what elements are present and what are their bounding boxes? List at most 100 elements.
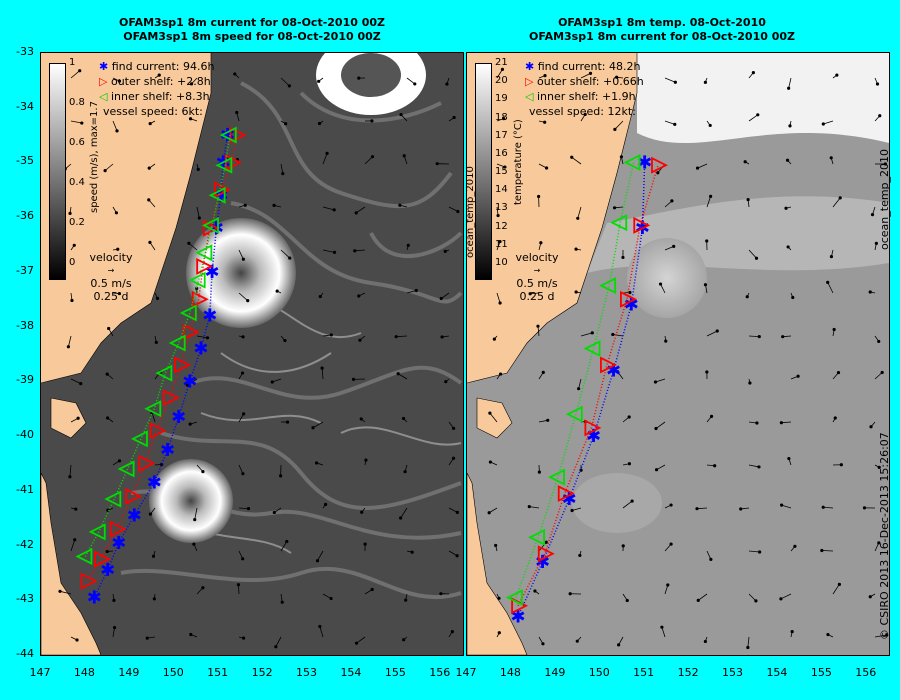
colorbar-tick-label: 0.6 bbox=[69, 137, 85, 148]
inner-shelf-marker bbox=[117, 460, 135, 478]
current-vector bbox=[781, 504, 792, 509]
vector-head bbox=[708, 123, 712, 128]
vector-head bbox=[705, 239, 709, 243]
temperature-colorbar-label: temperature (°C) bbox=[513, 119, 524, 205]
current-vector bbox=[317, 550, 324, 561]
vector-head bbox=[451, 426, 456, 430]
current-vector bbox=[748, 550, 760, 553]
current-vector bbox=[312, 421, 324, 429]
legend-outer-shelf: outer shelf: +2.8h bbox=[110, 75, 211, 88]
vector-head bbox=[498, 301, 502, 305]
lat-tick-label: -40 bbox=[16, 428, 34, 442]
inner-shelf-marker bbox=[599, 277, 617, 295]
vector-head bbox=[396, 372, 400, 376]
vector-head bbox=[820, 548, 824, 553]
temperature-colorbar bbox=[475, 63, 492, 280]
current-vector bbox=[70, 120, 82, 124]
vector-head bbox=[838, 196, 842, 200]
legend-inner-shelf: inner shelf: +8.3h bbox=[110, 90, 210, 103]
vector-head bbox=[281, 171, 285, 176]
current-vector bbox=[406, 290, 417, 294]
vector-head bbox=[444, 380, 448, 384]
current-vector bbox=[697, 163, 708, 169]
vector-head bbox=[68, 211, 72, 215]
current-vector bbox=[356, 636, 366, 644]
current-vector bbox=[406, 77, 416, 85]
vector-head bbox=[793, 544, 797, 548]
current-vector bbox=[823, 120, 834, 125]
current-vector bbox=[151, 412, 156, 423]
vector-head bbox=[883, 162, 887, 166]
inner-shelf-marker bbox=[195, 244, 213, 262]
colorbar-tick-label: 0.4 bbox=[69, 177, 85, 188]
vector-head bbox=[575, 639, 579, 643]
outer-shelf-marker bbox=[162, 389, 180, 407]
current-vector bbox=[196, 206, 200, 219]
vector-head bbox=[287, 84, 291, 88]
current-vector bbox=[321, 368, 324, 380]
vector-head bbox=[878, 114, 882, 118]
inner-shelf-marker bbox=[208, 186, 226, 204]
vector-head bbox=[627, 415, 631, 419]
inner-shelf-marker bbox=[75, 548, 93, 565]
current-vector bbox=[496, 292, 501, 304]
vector-head bbox=[359, 417, 363, 421]
vector-head bbox=[329, 596, 333, 601]
speed-map-panel: ✱ ✱ ✱ ✱ ✱ ✱ ✱ ✱ ✱ ✱ ✱ ✱ ✱ ✱ ✱ 1 0.8 0.6 0.4 0.2 0 speed (m/… bbox=[40, 52, 464, 656]
inner-shelf-marker bbox=[104, 490, 122, 508]
lon-tick-label: 155 bbox=[384, 666, 406, 679]
vector-head bbox=[695, 166, 700, 170]
current-vector bbox=[874, 372, 883, 380]
vector-head bbox=[192, 542, 196, 546]
legend-outer-shelf: outer shelf: +0.66h bbox=[536, 75, 644, 88]
current-vector bbox=[661, 627, 666, 638]
vector-head bbox=[868, 290, 872, 294]
current-vector bbox=[70, 539, 76, 552]
vector-head bbox=[837, 582, 842, 586]
vector-head bbox=[754, 256, 759, 260]
vector-head bbox=[546, 418, 550, 422]
left-legend: ✱ find current: 94.6h ▷ outer shelf: +2.… bbox=[99, 60, 215, 118]
vector-head bbox=[715, 329, 719, 333]
vector-head bbox=[145, 636, 149, 640]
vector-head bbox=[283, 338, 287, 343]
vector-head bbox=[537, 470, 541, 474]
vector-head bbox=[439, 592, 443, 596]
vector-head bbox=[785, 158, 790, 162]
vector-head bbox=[615, 370, 620, 374]
vector-head bbox=[833, 416, 837, 420]
current-vector bbox=[580, 73, 591, 79]
vector-head bbox=[500, 67, 505, 71]
vector-head bbox=[74, 507, 78, 511]
lon-tick-label: 149 bbox=[118, 666, 140, 679]
find-current-marker: ✱ bbox=[535, 552, 550, 573]
colorbar-tick-label: 13 bbox=[495, 202, 508, 214]
inner-route-line bbox=[84, 134, 231, 557]
vector-head bbox=[318, 624, 322, 629]
vector-head bbox=[66, 345, 71, 349]
inner-shelf-marker bbox=[623, 153, 641, 171]
lon-tick-label: 156 bbox=[855, 666, 877, 679]
vector-head bbox=[654, 468, 659, 472]
current-vector bbox=[580, 332, 593, 337]
current-vector bbox=[238, 292, 248, 301]
vector-head bbox=[497, 631, 501, 635]
vector-head bbox=[615, 75, 619, 79]
lat-tick-label: -44 bbox=[16, 647, 34, 660]
vector-head bbox=[189, 82, 194, 86]
vector-head bbox=[611, 332, 615, 337]
find-current-marker: ✱ bbox=[160, 440, 175, 461]
find-current-marker: ✱ bbox=[171, 407, 186, 428]
vector-head bbox=[394, 335, 398, 339]
vector-head bbox=[154, 340, 158, 344]
lat-tick-label: -35 bbox=[16, 154, 34, 168]
lon-tick-label: 155 bbox=[810, 666, 832, 679]
colorbar-tick-label: 0 bbox=[69, 257, 76, 268]
current-vector bbox=[529, 506, 540, 509]
vector-head bbox=[835, 73, 839, 77]
lat-tick-label: -43 bbox=[16, 592, 34, 606]
inner-shelf-marker bbox=[528, 528, 545, 546]
current-vector bbox=[112, 120, 118, 132]
vector-head bbox=[105, 372, 109, 376]
velocity-key-left: velocity → 0.5 m/s 0.25 d bbox=[89, 251, 133, 303]
